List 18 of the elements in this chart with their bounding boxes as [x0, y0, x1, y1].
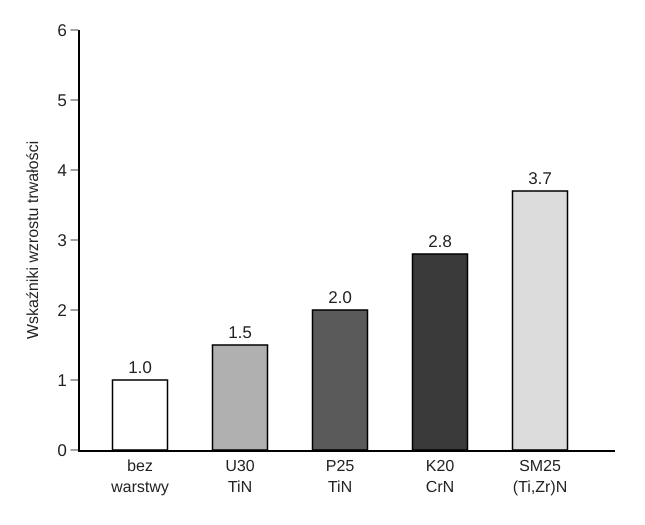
y-tick-label: 6 — [57, 20, 67, 40]
data-label: 3.7 — [528, 169, 552, 188]
data-label: 2.8 — [428, 232, 452, 251]
y-axis-title: Wskaźniki wzrostu trwałości — [24, 140, 42, 340]
x-tick-label: K20 CrN — [426, 458, 454, 496]
x-tick-label: P25 TiN — [326, 458, 354, 496]
data-label: 1.5 — [228, 323, 252, 342]
y-tick-label: 5 — [57, 90, 67, 110]
x-tick-label: U30 TiN — [225, 458, 255, 496]
y-tick-label: 1 — [57, 370, 67, 390]
x-tick-label: bez warstwy — [110, 458, 169, 496]
data-label: 1.0 — [128, 358, 152, 377]
data-label: 2.0 — [328, 288, 352, 307]
y-tick-label: 4 — [57, 160, 67, 180]
y-tick-label: 0 — [57, 440, 67, 460]
x-tick-label: SM25 (Ti,Zr)N — [512, 458, 568, 496]
y-tick-label: 3 — [57, 230, 67, 250]
y-tick-label: 2 — [57, 300, 67, 320]
